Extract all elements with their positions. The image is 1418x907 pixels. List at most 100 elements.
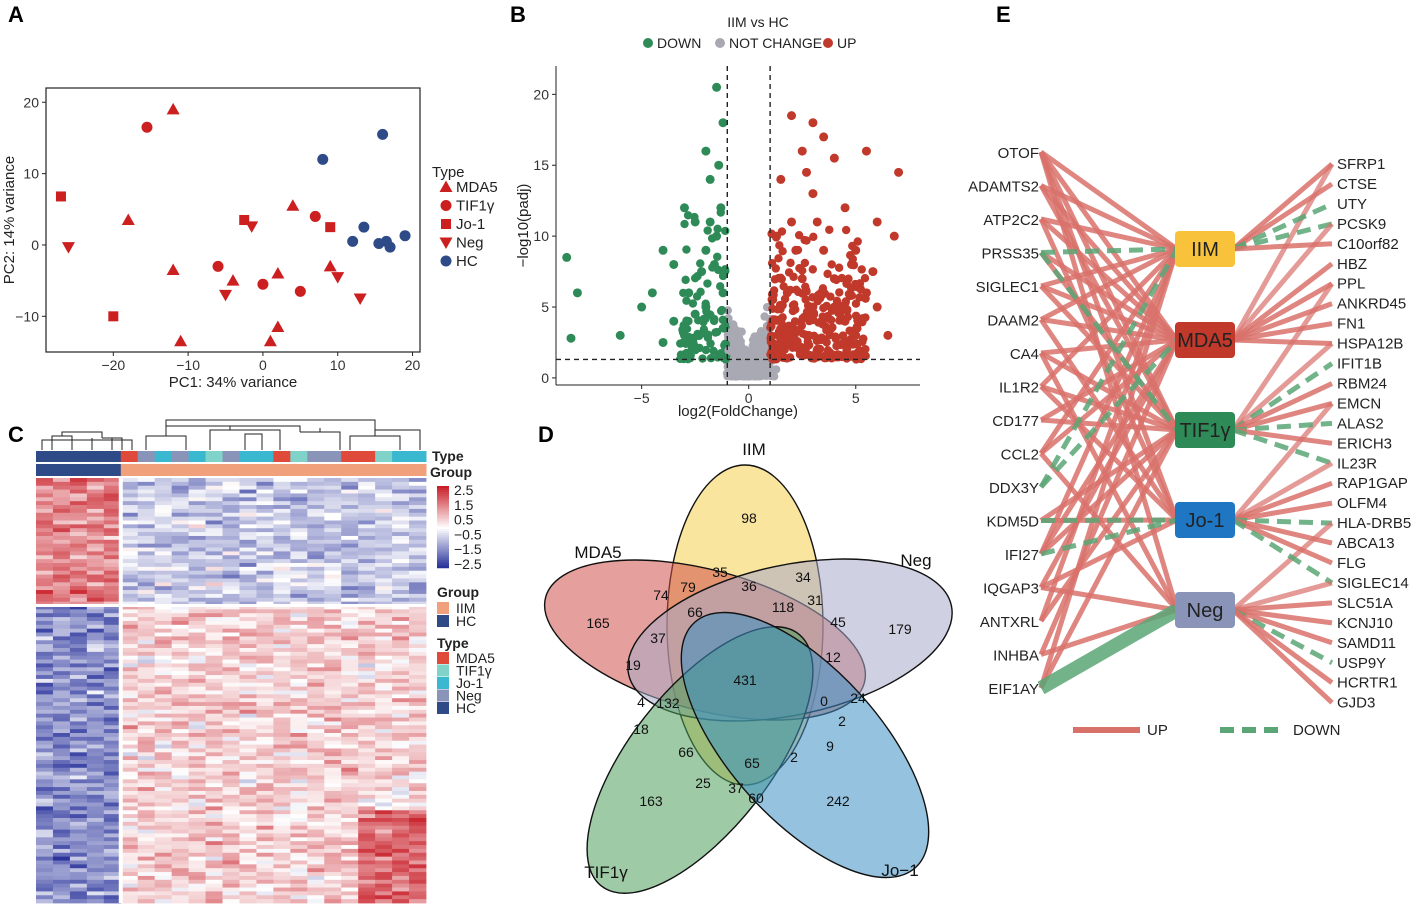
heatmap-cell [392,717,410,722]
heatmap-cell [120,682,139,688]
left-gene-label: OTOF [998,145,1039,162]
heatmap-cell [137,891,156,896]
heatmap-cell [69,787,88,792]
heatmap-cell [120,678,139,684]
heatmap-cell [358,539,376,545]
heatmap-cell [222,713,240,718]
volcano-point-DOWN [679,330,689,340]
heatmap-cell [171,597,190,603]
network-edge-down [1039,250,1179,432]
heatmap-cell [324,663,342,668]
heatmap-cell [171,775,190,780]
heatmap-cell [52,532,71,537]
heatmap-cell [392,787,410,792]
venn-region-value: 37 [728,780,744,796]
heatmap-cell [290,593,308,599]
venn-region-value: 242 [826,793,850,809]
heatmap-cell [171,845,190,850]
heatmap-cell [171,563,190,568]
heatmap-cell [154,675,173,680]
heatmap-cell [188,763,206,769]
heatmap-cell [324,733,342,738]
heatmap-cell [273,559,291,564]
heatmap-cell [188,705,206,711]
heatmap-cell [205,848,223,854]
heatmap-cell [188,725,206,730]
heatmap-cell [273,783,291,788]
heatmap-cell [392,767,410,773]
volcano-point-up [800,258,810,268]
heatmap-cell [171,590,190,595]
heatmap-cell [222,705,240,711]
heatmap-cell [69,887,88,892]
heatmap-cell [120,520,139,525]
group-legend-label: HC [456,613,476,629]
heatmap-cell [69,717,88,722]
heatmap-cell [103,512,122,518]
volcano-point-DOWN [712,82,722,92]
heatmap-cell [205,547,223,552]
heatmap-cell [375,481,393,487]
volcano-point-up [823,269,832,279]
heatmap-cell [36,802,54,807]
heatmap-cell [188,601,206,606]
volcano-point-DOWN [701,245,711,255]
heatmap-cell [358,798,376,803]
heatmap-cell [86,478,105,483]
volcano-point-UP [851,330,861,340]
heatmap-cell [375,543,393,548]
heatmap-cell [103,543,122,548]
heatmap-cell [52,690,71,695]
pca-xtick-label: −10 [176,357,200,373]
heatmap-cell [52,848,71,854]
heatmap-cell [392,578,410,583]
heatmap-cell [256,593,274,599]
heatmap-cell [137,489,156,494]
heatmap-cell [154,779,173,784]
heatmap-cell [120,655,139,660]
heatmap-cell [239,586,257,591]
heatmap-cell [205,705,223,711]
heatmap-cell [52,868,71,873]
heatmap-cell [188,814,206,819]
heatmap-cell [137,651,156,657]
heatmap-cell [324,713,342,718]
heatmap-cell [341,493,359,498]
heatmap-cell [205,578,223,583]
heatmap-cell [409,586,427,591]
volcano-legend-label: UP [837,35,856,51]
heatmap-cell [36,497,54,502]
network-edge-up [1231,461,1334,523]
heatmap-cell [86,891,105,896]
heatmap-cell [36,833,54,838]
heatmap-cell [86,586,105,591]
heatmap-cell [358,671,376,676]
heatmap-cell [222,559,240,564]
heatmap-cell [222,624,240,630]
heatmap-cell [52,543,71,548]
heatmap-cell [52,648,71,653]
heatmap-cell [392,845,410,850]
heatmap-cell [392,489,410,494]
heatmap-cell [358,559,376,564]
heatmap-cell [307,485,325,490]
heatmap-cell [36,559,54,564]
heatmap-cell [120,570,139,575]
heatmap-cell [239,640,257,645]
heatmap-cell [392,593,410,599]
heatmap-cell [256,640,274,645]
heatmap-cell [324,582,342,587]
heatmap-cell [154,532,173,537]
heatmap-cell [341,524,359,529]
heatmap-cell [154,566,173,572]
heatmap-cell [86,806,105,811]
heatmap-cell [324,837,342,842]
heatmap-cell [324,516,342,521]
heatmap-cell [188,675,206,680]
volcano-point-DOWN [718,118,728,128]
heatmap-cell [273,787,291,792]
heatmap-cell [375,528,393,533]
heatmap-cell [86,532,105,537]
heatmap-cell [239,779,257,784]
type-legend-swatch [437,677,449,689]
